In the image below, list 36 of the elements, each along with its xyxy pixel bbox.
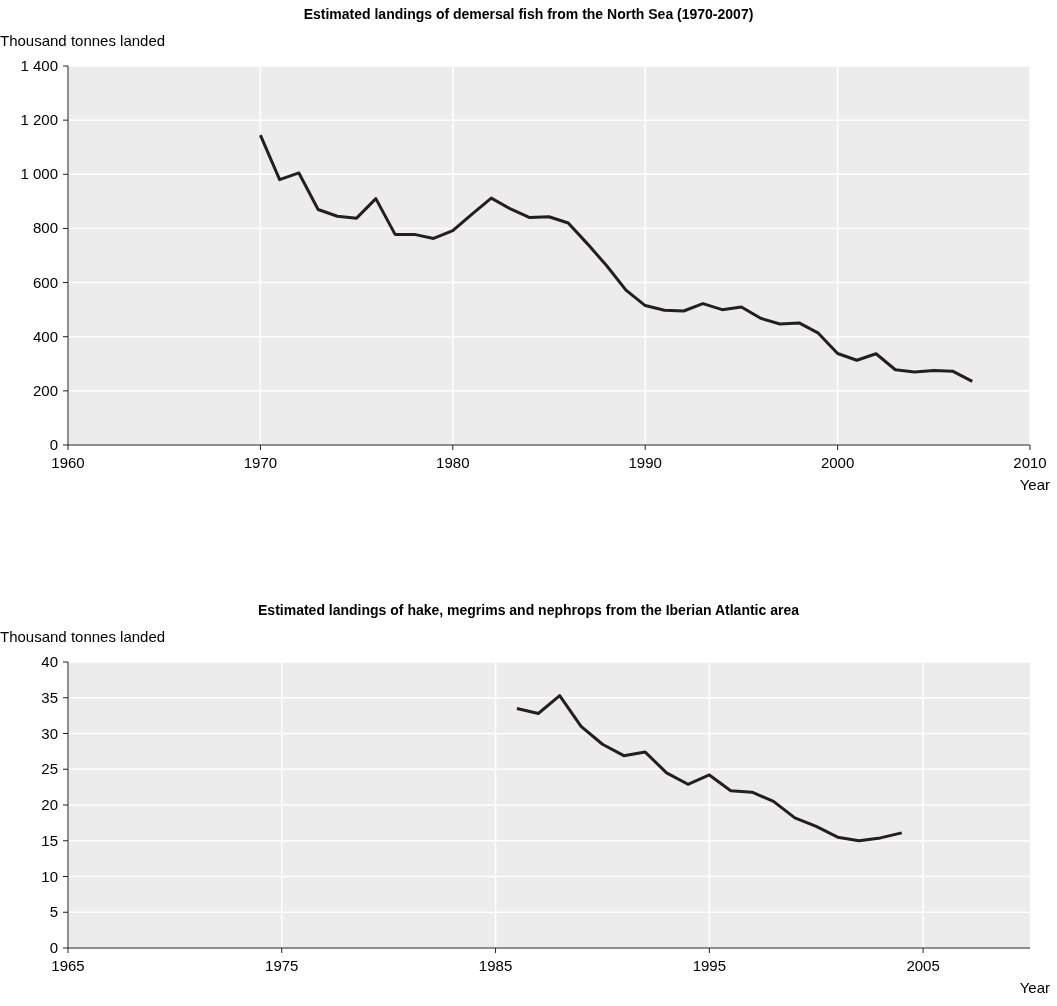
x-tick-label: 1960 bbox=[51, 454, 85, 471]
x-tick-label: 1980 bbox=[436, 454, 470, 471]
line-series bbox=[258, 133, 974, 383]
chart-title: Estimated landings of hake, megrims and nephrops from the Iberian Atlantic area bbox=[258, 602, 800, 618]
x-axis-title: Year bbox=[1019, 476, 1050, 493]
y-tick-label: 5 bbox=[49, 903, 58, 921]
x-tick-label: 1970 bbox=[243, 454, 278, 471]
chart-title: Estimated landings of demersal fish from the North Sea (1970-2007) bbox=[303, 6, 754, 22]
y-tick-label: 1 000 bbox=[20, 165, 58, 183]
y-tick-label: 600 bbox=[32, 273, 58, 291]
x-tick-label: 1965 bbox=[51, 957, 85, 974]
x-tick-label: 1975 bbox=[265, 957, 299, 974]
x-axis-title: Year bbox=[1019, 979, 1050, 996]
y-tick-label: 35 bbox=[41, 688, 58, 706]
y-tick-label: 200 bbox=[32, 381, 58, 399]
y-tick-label: 40 bbox=[41, 653, 58, 670]
line-series bbox=[515, 694, 904, 843]
y-tick-label: 15 bbox=[41, 831, 58, 849]
y-tick-label: 1 400 bbox=[20, 57, 58, 74]
y-tick-label: 800 bbox=[32, 219, 58, 237]
y-tick-label: 20 bbox=[41, 796, 58, 813]
x-tick-label: 1990 bbox=[628, 454, 662, 471]
x-tick-label: 1995 bbox=[692, 957, 727, 974]
y-tick-label: 0 bbox=[49, 436, 58, 453]
y-tick-label: 1 200 bbox=[20, 111, 58, 129]
y-tick-label: 400 bbox=[32, 327, 58, 345]
y-axis-title: Thousand tonnes landed bbox=[0, 628, 166, 645]
y-tick-label: 0 bbox=[49, 939, 58, 956]
x-tick-label: 2010 bbox=[1013, 454, 1047, 471]
y-tick-label: 25 bbox=[41, 760, 58, 778]
y-tick-label: 30 bbox=[41, 724, 58, 742]
y-tick-label: 10 bbox=[41, 867, 58, 885]
y-axis-title: Thousand tonnes landed bbox=[0, 32, 166, 49]
x-tick-label: 2000 bbox=[820, 454, 855, 471]
x-tick-label: 2005 bbox=[906, 957, 940, 974]
x-tick-label: 1985 bbox=[478, 957, 513, 974]
